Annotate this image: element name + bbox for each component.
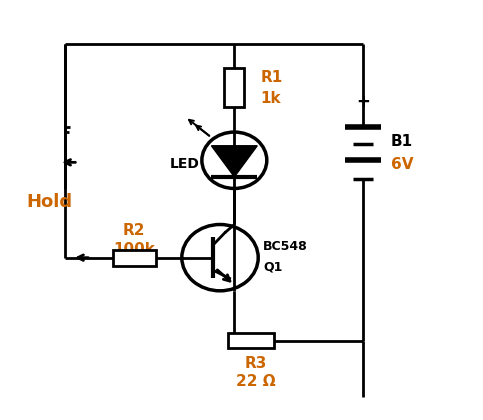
Text: 1k: 1k — [261, 91, 281, 105]
Bar — [113, 250, 156, 265]
Text: 22 Ω: 22 Ω — [236, 375, 276, 389]
Text: Hold: Hold — [27, 193, 73, 211]
Bar — [228, 333, 274, 349]
Text: R2: R2 — [123, 223, 145, 238]
Text: B1: B1 — [391, 134, 413, 149]
Polygon shape — [212, 146, 257, 177]
Bar — [224, 68, 244, 108]
Text: Q1: Q1 — [263, 260, 283, 273]
Text: 100k: 100k — [113, 242, 155, 257]
Text: R3: R3 — [244, 356, 267, 371]
Text: R1: R1 — [261, 70, 283, 85]
Text: BC548: BC548 — [263, 239, 308, 252]
Text: +: + — [356, 93, 370, 111]
Text: LED: LED — [170, 158, 199, 171]
Text: 6V: 6V — [391, 157, 413, 172]
